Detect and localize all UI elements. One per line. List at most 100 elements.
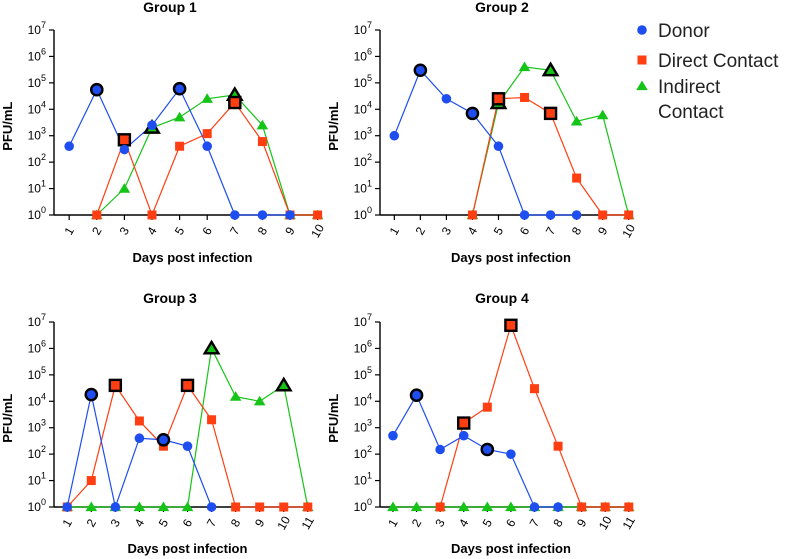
y-tick-label: 100 <box>354 205 372 222</box>
data-point-direct <box>279 502 289 512</box>
legend: Donor Direct Contact Indirect Contact <box>636 21 779 123</box>
data-point-direct <box>482 402 492 412</box>
data-point-donor <box>84 387 99 402</box>
data-point-donor <box>529 502 540 512</box>
series-line-donor <box>68 87 291 216</box>
x-tick-label: 11 <box>620 514 639 532</box>
data-point-donor <box>134 433 145 444</box>
y-tick-label: 105 <box>28 365 46 382</box>
chart-panel-1: Group 1 100 101 102 103 104 105 106 107 1 2 3 4 5 6 7 8 9… <box>0 0 327 265</box>
y-tick-label: 106 <box>28 338 46 355</box>
x-tick-label: 6 <box>503 516 519 529</box>
x-tick-label: 6 <box>199 224 215 237</box>
y-tick-label: 103 <box>354 418 372 435</box>
data-point-indirect <box>118 183 131 193</box>
data-point-direct <box>598 210 608 220</box>
x-tick-label: 4 <box>132 516 148 529</box>
data-point-donor <box>545 210 556 220</box>
x-tick-label: 8 <box>569 224 585 237</box>
data-point-indirect <box>387 501 399 512</box>
x-tick-label: 5 <box>480 516 496 529</box>
x-tick-label: 6 <box>517 224 533 237</box>
x-tick-label: 2 <box>89 224 105 237</box>
data-point-indirect <box>256 119 269 130</box>
data-point-indirect <box>85 501 98 512</box>
panel-title: Group 2 <box>475 0 529 15</box>
legend-label-indirect: Indirect <box>658 77 721 98</box>
legend-label-donor: Donor <box>658 21 710 42</box>
data-point-donor <box>89 82 104 97</box>
data-point-indirect <box>457 501 470 512</box>
data-point-direct <box>108 378 123 393</box>
y-tick-label: 107 <box>28 20 46 37</box>
data-point-donor <box>519 210 530 220</box>
x-tick-label: 8 <box>550 516 566 529</box>
data-point-donor <box>119 144 130 155</box>
data-point-direct <box>467 210 477 220</box>
data-point-donor <box>409 388 424 402</box>
x-tick-label: 6 <box>180 516 196 529</box>
x-tick-label: 5 <box>172 224 188 237</box>
data-point-donor <box>435 444 445 455</box>
y-tick-label: 107 <box>354 20 372 37</box>
y-tick-label: 102 <box>28 152 46 169</box>
data-point-direct <box>255 502 265 512</box>
data-point-direct <box>553 441 563 451</box>
data-point-donor <box>413 63 428 78</box>
data-point-donor <box>465 106 480 121</box>
x-tick-label: 7 <box>227 224 243 237</box>
x-tick-label: 3 <box>439 224 455 237</box>
data-point-direct <box>180 378 195 393</box>
x-tick-label: 9 <box>574 516 590 529</box>
legend-label-indirect: Contact <box>658 102 724 123</box>
x-tick-label: 1 <box>387 224 403 237</box>
data-point-donor <box>230 210 240 220</box>
data-point-direct <box>543 106 558 121</box>
y-tick-label: 106 <box>28 46 46 63</box>
data-point-direct <box>457 416 471 430</box>
panel-title: Group 3 <box>143 290 197 306</box>
data-point-donor <box>62 502 73 512</box>
data-point-indirect <box>410 501 423 512</box>
x-tick-label: 2 <box>413 224 429 237</box>
x-tick-label: 7 <box>204 516 220 529</box>
x-tick-label: 3 <box>432 516 448 529</box>
legend-marker-indirect <box>636 80 648 91</box>
y-tick-label: 103 <box>354 126 372 143</box>
x-tick-label: 2 <box>409 516 425 529</box>
data-point-donor <box>506 449 516 459</box>
data-point-direct <box>175 141 185 151</box>
chart-panel-3: Group 3 100 101 102 103 104 105 106 107 1 2 3 4 5 6 7 8 9… <box>0 290 317 556</box>
x-tick-label: 3 <box>108 516 124 529</box>
data-point-donor <box>553 502 563 512</box>
y-tick-label: 103 <box>28 418 46 435</box>
x-tick-label: 4 <box>144 224 160 237</box>
data-point-indirect <box>173 111 186 122</box>
x-axis-label: Days post infection <box>133 250 253 265</box>
y-tick-label: 105 <box>28 73 46 90</box>
y-tick-label: 101 <box>354 179 372 196</box>
y-tick-label: 100 <box>354 497 372 514</box>
data-point-direct <box>231 502 241 512</box>
data-point-donor <box>172 81 187 96</box>
series-line-direct <box>439 323 629 508</box>
data-point-direct <box>624 210 634 220</box>
x-tick-label: 8 <box>228 516 244 529</box>
x-tick-label: 2 <box>84 516 100 529</box>
data-point-direct <box>117 133 132 147</box>
data-point-donor <box>202 141 213 152</box>
x-tick-label: 9 <box>252 516 268 529</box>
y-tick-label: 104 <box>354 99 372 116</box>
data-point-indirect <box>253 395 266 406</box>
data-point-direct <box>624 502 634 512</box>
legend-marker-donor <box>637 25 647 35</box>
series-line-indirect <box>67 346 309 508</box>
data-point-donor <box>147 120 157 130</box>
x-tick-label: 5 <box>491 224 507 237</box>
data-point-direct <box>572 173 582 183</box>
data-point-direct <box>147 210 157 220</box>
data-point-indirect <box>181 501 194 512</box>
x-axis-label: Days post infection <box>451 541 571 556</box>
data-point-donor <box>64 141 74 152</box>
data-point-donor <box>458 430 469 441</box>
